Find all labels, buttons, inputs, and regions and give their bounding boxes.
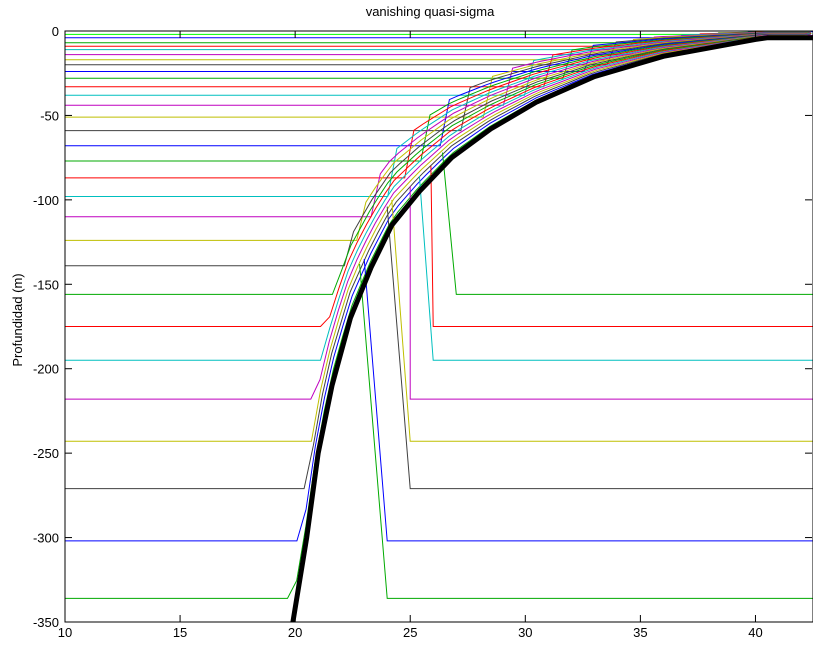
deep-level-line <box>442 152 813 295</box>
x-tick-label: 20 <box>288 625 302 640</box>
level-line <box>65 35 805 267</box>
bathymetry-line <box>290 35 813 623</box>
level-line <box>65 35 809 327</box>
deep-level-line <box>430 166 813 327</box>
level-line <box>65 36 808 400</box>
x-tick-label: 10 <box>58 625 72 640</box>
y-tick-label: -100 <box>33 193 59 208</box>
level-line <box>65 34 810 179</box>
axes-frame <box>64 30 813 623</box>
y-tick-label: -150 <box>33 277 59 292</box>
deep-level-line <box>359 263 813 599</box>
level-line <box>65 35 812 295</box>
series-layer <box>65 30 813 599</box>
x-tick-label: 25 <box>403 625 417 640</box>
level-line <box>65 36 813 542</box>
deep-level-line <box>409 186 813 400</box>
y-tick-label: -250 <box>33 446 59 461</box>
y-tick-label: -350 <box>33 615 59 630</box>
deep-level-line <box>363 258 813 542</box>
level-line <box>65 37 813 599</box>
level-line <box>65 36 809 361</box>
chart-title: vanishing quasi-sigma <box>366 4 495 19</box>
y-tick-label: -300 <box>33 531 59 546</box>
level-line <box>65 34 813 218</box>
x-tick-label: 30 <box>518 625 532 640</box>
x-tick-label: 40 <box>748 625 762 640</box>
bathymetry-layer <box>290 35 813 623</box>
y-tick-label: -200 <box>33 362 59 377</box>
level-line <box>65 36 809 442</box>
y-axis-label: Profundidad (m) <box>10 273 25 366</box>
x-tick-label: 35 <box>633 625 647 640</box>
y-tick-label: -50 <box>40 108 59 123</box>
axes-layer: 10 15 20 25 30 35 40 0 -50 -100 -150 -200 -250 -300 -3… <box>33 24 813 640</box>
deep-level-line <box>418 176 813 361</box>
deep-level-line <box>391 199 813 442</box>
deep-level-line <box>386 206 813 490</box>
x-tick-label: 15 <box>173 625 187 640</box>
y-tick-label: 0 <box>52 24 59 39</box>
